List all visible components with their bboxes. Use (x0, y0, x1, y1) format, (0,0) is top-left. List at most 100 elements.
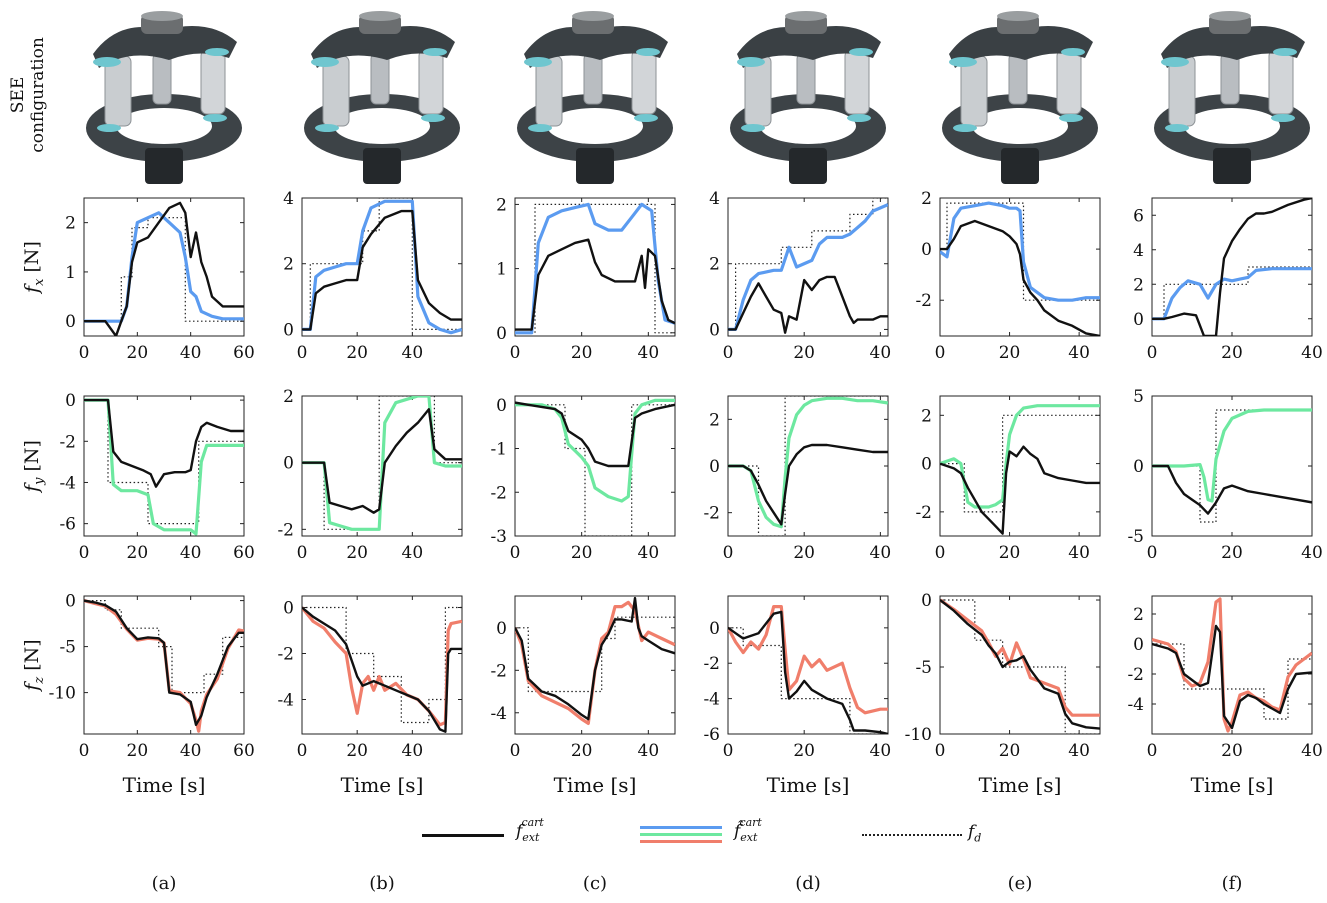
series-measured (728, 443, 888, 526)
series-estimated (515, 202, 675, 335)
x-tick-label: 40 (638, 343, 660, 363)
chart-e-f_z: 0 20 40 -10 -5 0 Time [s] (905, 591, 1101, 797)
x-tick-label: 40 (1068, 543, 1090, 563)
x-tick-label: 0 (79, 343, 90, 363)
y-tick-label: 2 (709, 410, 720, 430)
chart-b-f_z: 0 20 40 -4 -2 0 Time [s] (277, 595, 463, 797)
x-tick-label: 20 (999, 543, 1021, 563)
legend-item-estimated: f̂extcart (640, 812, 840, 862)
chart-c-f_y: 0 20 40 -3 -2 -1 0 (490, 395, 676, 563)
y-axis-label: fz [N] (21, 639, 47, 692)
y-tick-label: 2 (496, 195, 507, 215)
x-tick-label: 40 (1068, 343, 1090, 363)
y-tick-label: -4 (490, 704, 507, 724)
chart-f-f_z: 0 20 40 -4 -2 0 2 Time [s] (1127, 595, 1323, 797)
x-tick-label: 40 (402, 543, 424, 563)
x-tick-label: 40 (870, 343, 892, 363)
y-tick-label: -4 (277, 691, 294, 711)
y-tick-label: 1 (496, 260, 507, 280)
plot-frame (83, 197, 245, 337)
y-tick-label: -10 (905, 725, 932, 745)
x-tick-label: 0 (1147, 741, 1158, 761)
series-measured (302, 408, 462, 514)
panel-caption: (f) (1221, 873, 1243, 894)
legend-label-measured: fextcart (516, 816, 544, 845)
plot-frame (514, 395, 676, 537)
y-tick-label: -4 (703, 690, 720, 710)
panel-caption: (b) (369, 873, 395, 894)
chart-a-f_y: 0 20 40 60 -6 -4 -2 0 fy [N] (21, 391, 255, 563)
series-desired (302, 198, 462, 330)
x-tick-label: 40 (180, 741, 202, 761)
x-tick-label: 20 (1221, 741, 1243, 761)
x-tick-label: 0 (297, 543, 308, 563)
x-axis-label: Time [s] (341, 773, 424, 797)
plot-frame (514, 595, 676, 735)
x-tick-label: 40 (638, 543, 660, 563)
series-estimated (515, 600, 675, 726)
chart-f-f_x: 0 20 40 0 2 4 6 (1133, 197, 1323, 363)
series-desired (515, 404, 675, 536)
x-tick-label: 40 (402, 741, 424, 761)
y-tick-label: 4 (709, 189, 720, 209)
y-tick-label: 0 (496, 396, 507, 416)
legend-line-fy (640, 833, 722, 836)
series-measured (302, 606, 462, 733)
legend-label-desired: fd (968, 822, 982, 845)
x-tick-label: 0 (297, 343, 308, 363)
see-device-photo (935, 8, 1105, 188)
x-tick-label: 0 (1147, 343, 1158, 363)
chart-c-f_z: 0 20 40 -4 -2 0 Time [s] (490, 595, 676, 797)
x-tick-label: 0 (79, 741, 90, 761)
x-tick-label: 0 (935, 543, 946, 563)
x-tick-label: 20 (1221, 543, 1243, 563)
y-tick-label: 0 (65, 312, 76, 332)
x-tick-label: 0 (935, 741, 946, 761)
x-tick-label: 20 (1221, 343, 1243, 363)
series-measured (940, 219, 1100, 336)
chart-d-f_z: 0 20 40 -6 -4 -2 0 Time [s] (703, 595, 891, 797)
y-tick-label: -2 (277, 645, 294, 665)
x-axis-label: Time [s] (554, 773, 637, 797)
series-estimated (302, 199, 462, 335)
series-measured (84, 201, 244, 336)
series-desired (515, 616, 675, 693)
series-measured (302, 209, 462, 331)
x-tick-label: 20 (127, 543, 149, 563)
x-tick-label: 40 (870, 543, 892, 563)
y-tick-label: -3 (490, 527, 507, 547)
legend-label-estimated: f̂extcart (734, 816, 762, 845)
series-measured (728, 610, 888, 734)
panel-caption: (a) (151, 873, 177, 894)
plot-frame (939, 197, 1101, 337)
plot-frame (301, 595, 463, 735)
plot-frame (727, 197, 889, 337)
plot-frame (727, 595, 889, 735)
x-tick-label: 20 (346, 543, 368, 563)
series-measured (728, 275, 888, 334)
chart-e-f_y: 0 20 40-202 (915, 395, 1101, 563)
x-tick-label: 40 (1068, 741, 1090, 761)
y-tick-label: -1 (490, 440, 507, 460)
chart-d-f_x: 0 20 40 0 2 4 (709, 189, 891, 363)
see-device-photo (297, 8, 467, 188)
y-tick-label: -5 (915, 658, 932, 678)
series-estimated (728, 604, 888, 715)
panel-caption: (d) (795, 873, 821, 894)
x-tick-label: 40 (638, 741, 660, 761)
series-desired (728, 396, 888, 536)
x-tick-label: 20 (999, 741, 1021, 761)
y-tick-label: 1 (65, 263, 76, 283)
y-tick-label: 2 (1133, 605, 1144, 625)
x-tick-label: 0 (79, 543, 90, 563)
chart-a-f_x: 0 20 40 60 0 1 2 fx [N] (21, 197, 255, 363)
x-tick-label: 0 (723, 741, 734, 761)
y-tick-label: 0 (709, 457, 720, 477)
chart-b-f_y: 0 20 40-202 (277, 387, 463, 563)
y-tick-label: 5 (1133, 387, 1144, 407)
y-tick-label: -4 (1127, 695, 1144, 715)
plot-frame (514, 197, 676, 337)
y-tick-label: 0 (1133, 457, 1144, 477)
y-tick-label: -2 (490, 661, 507, 681)
